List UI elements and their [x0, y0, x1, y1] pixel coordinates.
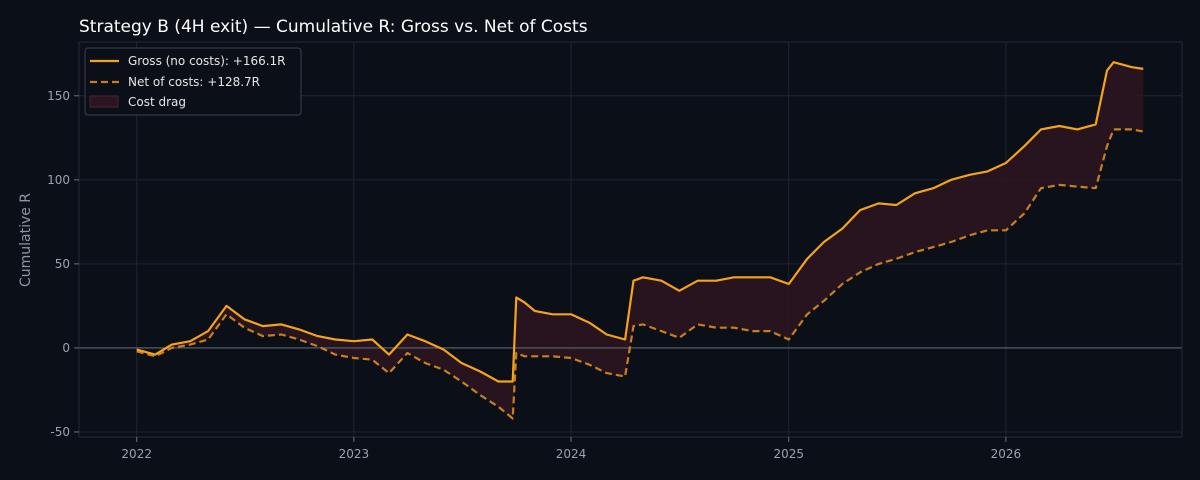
x-axis-ticks: 2022 2023 2024 2025 2026 — [121, 437, 1021, 461]
legend: Gross (no costs): +166.1R Net of costs: … — [84, 47, 302, 116]
legend-swatch-cost-drag — [89, 95, 119, 108]
y-tick-label: 0 — [62, 341, 70, 355]
x-tick-label: 2022 — [121, 447, 152, 461]
legend-label-gross: Gross (no costs): +166.1R — [128, 54, 286, 68]
y-tick-label: 100 — [47, 173, 70, 187]
cost-drag-fill — [136, 62, 1144, 419]
legend-box — [84, 47, 302, 116]
y-axis-ticks: -50 0 50 100 150 — [47, 89, 79, 439]
plot-frame — [78, 41, 1183, 438]
y-tick-label: 50 — [55, 257, 70, 271]
y-tick-label: 150 — [47, 89, 70, 103]
series-lines — [136, 61, 1144, 420]
y-tick-label: -50 — [50, 425, 70, 439]
x-tick-label: 2025 — [773, 447, 804, 461]
legend-label-net: Net of costs: +128.7R — [128, 75, 260, 89]
x-tick-label: 2026 — [991, 447, 1022, 461]
series-line-net — [136, 128, 1144, 420]
legend-label-cost-drag: Cost drag — [128, 95, 186, 109]
cost-drag-area — [136, 62, 1144, 419]
y-axis-label: Cumulative R — [18, 193, 34, 287]
x-tick-label: 2023 — [339, 447, 370, 461]
series-line-gross — [136, 61, 1144, 383]
x-tick-label: 2024 — [556, 447, 587, 461]
chart-title: Strategy B (4H exit) — Cumulative R: Gro… — [79, 17, 588, 37]
